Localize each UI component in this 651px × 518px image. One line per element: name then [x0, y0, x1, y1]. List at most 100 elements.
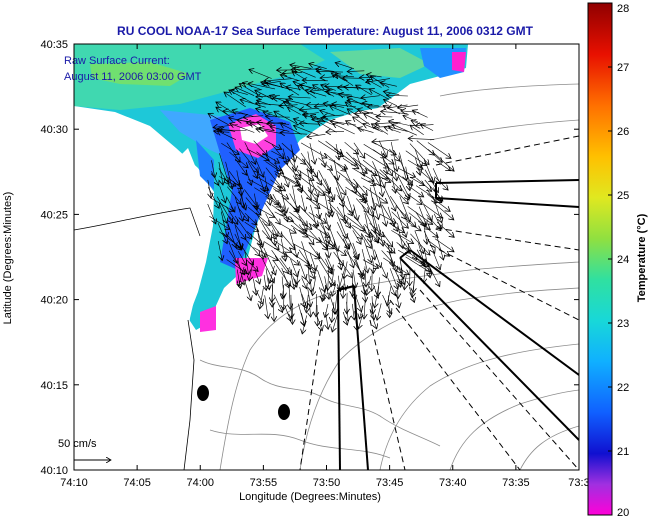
current-vector — [289, 211, 312, 229]
current-vector — [221, 143, 239, 154]
current-vector — [230, 123, 255, 133]
current-vector — [391, 185, 409, 204]
current-vector — [324, 252, 333, 270]
current-vector — [343, 166, 356, 193]
current-vector — [282, 284, 284, 299]
current-vector — [374, 249, 380, 268]
current-vector — [364, 297, 365, 319]
current-vector — [399, 185, 410, 201]
current-vector — [362, 159, 388, 179]
current-vector — [243, 116, 264, 118]
current-vector — [344, 276, 346, 290]
current-vector — [262, 152, 280, 163]
current-vector — [371, 179, 380, 207]
current-vector — [290, 144, 295, 161]
y-tick-label: 40:15 — [40, 380, 68, 392]
current-vector — [281, 169, 288, 187]
current-vector — [280, 232, 296, 250]
current-vector — [226, 196, 234, 213]
current-vector — [283, 102, 308, 113]
x-tick-label: 73:40 — [439, 477, 467, 489]
current-vector — [389, 148, 400, 161]
current-vector — [217, 222, 227, 244]
current-vector — [309, 303, 310, 317]
current-vector — [388, 222, 405, 233]
current-vector — [396, 206, 416, 227]
current-vector — [412, 110, 428, 118]
current-vector — [332, 302, 334, 322]
current-vector — [308, 222, 330, 237]
current-vector — [390, 141, 397, 171]
current-vector — [270, 265, 275, 283]
current-vector — [364, 213, 371, 243]
current-vector — [382, 294, 392, 314]
current-vector — [367, 80, 382, 88]
current-vector — [362, 193, 374, 217]
current-vector — [264, 175, 271, 205]
current-vector — [408, 212, 431, 230]
current-vector — [392, 177, 396, 193]
current-vector — [298, 215, 307, 231]
current-vector — [383, 257, 409, 275]
current-vector — [408, 286, 414, 303]
current-vector — [309, 64, 327, 69]
current-vector — [414, 230, 424, 254]
current-vector — [416, 177, 431, 191]
current-vector — [238, 180, 244, 208]
current-vector — [387, 95, 408, 96]
current-vector — [237, 250, 246, 266]
current-vector — [317, 121, 337, 133]
current-vector — [328, 224, 339, 252]
current-vector — [325, 258, 332, 274]
current-vector — [271, 250, 289, 273]
current-vector — [301, 158, 312, 172]
current-vector — [353, 186, 366, 203]
colorbar-tick-label: 26 — [617, 126, 629, 138]
current-vector — [212, 160, 215, 177]
current-vector — [426, 238, 449, 256]
current-vector — [317, 239, 334, 249]
current-vector — [280, 223, 296, 233]
current-vector — [238, 189, 246, 210]
current-vector — [325, 303, 328, 318]
current-vector — [373, 149, 394, 165]
current-vector — [425, 258, 439, 287]
current-vector — [254, 269, 260, 284]
current-vector — [383, 158, 392, 176]
current-vector — [237, 240, 254, 265]
current-vector — [380, 151, 387, 174]
current-vector — [264, 139, 282, 149]
current-vector — [274, 158, 280, 178]
current-vector — [237, 207, 248, 221]
land — [74, 148, 204, 470]
x-tick-label: 74:05 — [123, 477, 151, 489]
current-vector — [280, 238, 285, 262]
current-vector — [369, 310, 377, 329]
current-vector — [433, 202, 454, 220]
current-vector — [239, 148, 258, 173]
current-vector — [344, 214, 365, 231]
current-vector — [364, 168, 391, 183]
current-vector — [366, 275, 372, 295]
current-vector — [291, 294, 292, 319]
current-vector — [331, 268, 334, 287]
current-vector — [371, 303, 375, 320]
current-vector — [292, 175, 303, 192]
current-vector — [398, 275, 401, 287]
current-vector — [228, 240, 238, 263]
current-vector — [228, 170, 240, 185]
current-vector — [412, 278, 414, 298]
current-vector — [399, 195, 410, 222]
current-vector — [436, 234, 443, 260]
current-vector — [262, 220, 276, 239]
current-vector — [343, 238, 353, 268]
current-vector — [347, 109, 371, 125]
current-vector — [307, 161, 321, 186]
current-vector — [378, 197, 386, 226]
current-vector — [371, 124, 389, 135]
plot-area — [74, 44, 579, 470]
current-vector — [407, 206, 433, 224]
current-vector — [260, 287, 264, 309]
current-vector — [319, 222, 335, 247]
current-vector — [207, 186, 219, 208]
